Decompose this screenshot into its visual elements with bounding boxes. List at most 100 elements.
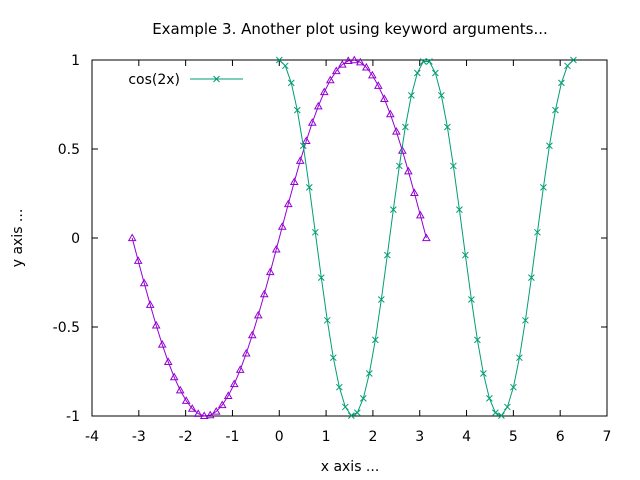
x-tick-label: 3	[415, 429, 424, 445]
y-tick-label: 0	[71, 231, 80, 247]
data-point	[558, 79, 565, 87]
data-point	[289, 177, 299, 186]
data-point	[217, 400, 227, 409]
data-point	[265, 267, 275, 276]
data-point	[379, 94, 389, 102]
data-point	[275, 56, 283, 64]
series-0	[127, 55, 431, 420]
data-point	[169, 372, 179, 381]
data-point	[510, 383, 517, 391]
data-point	[383, 251, 391, 259]
data-point	[498, 412, 505, 419]
data-point	[157, 339, 167, 348]
data-point	[468, 296, 475, 303]
data-point	[341, 403, 349, 411]
x-tick-label: 0	[275, 429, 284, 445]
data-point	[313, 101, 323, 110]
legend-label: cos(2x)	[128, 72, 180, 88]
data-point	[373, 81, 383, 89]
data-point	[397, 146, 407, 154]
x-tick-label: -1	[225, 429, 239, 445]
data-point	[187, 404, 197, 412]
data-point	[353, 409, 361, 417]
data-point	[229, 379, 239, 388]
data-point	[305, 184, 313, 191]
data-point	[415, 210, 425, 219]
data-point	[492, 409, 499, 417]
data-point	[325, 75, 335, 84]
data-point	[181, 396, 191, 404]
x-tick-label: 4	[462, 429, 471, 445]
data-point	[456, 206, 463, 213]
data-point	[426, 58, 433, 65]
data-point	[361, 62, 371, 71]
data-point	[546, 142, 553, 150]
data-point	[163, 357, 173, 365]
data-point	[480, 370, 487, 377]
data-point	[329, 354, 337, 362]
data-point	[347, 412, 355, 419]
data-point	[438, 91, 445, 99]
data-point	[253, 310, 263, 319]
data-point	[420, 58, 427, 65]
series-1	[275, 56, 577, 419]
data-point	[395, 162, 403, 170]
data-point	[301, 136, 311, 145]
data-point	[377, 296, 385, 303]
x-tick-label: 2	[368, 429, 377, 445]
y-tick-label: -0.5	[53, 320, 80, 336]
data-point	[534, 228, 541, 236]
data-point	[474, 336, 481, 344]
legend-marker	[213, 75, 220, 83]
data-point	[367, 70, 377, 79]
data-point	[307, 118, 317, 126]
data-point	[349, 55, 359, 64]
plot-frame	[91, 59, 608, 417]
legend: cos(2x)	[128, 72, 243, 88]
data-point	[259, 289, 269, 298]
data-point	[277, 222, 287, 230]
axis-ticks: -4 -3 -2 -1 0 1 2 3 4 5 6 7 1 0.5 0 -0.5 -1	[53, 53, 612, 445]
data-point	[401, 123, 409, 131]
x-tick-label: -4	[85, 429, 99, 445]
data-point	[193, 409, 203, 417]
data-point	[317, 274, 325, 281]
data-point	[151, 320, 161, 329]
data-point	[331, 66, 341, 75]
x-tick-label: -2	[179, 429, 193, 445]
data-point	[247, 330, 257, 339]
data-point	[319, 87, 329, 96]
chart-title: Example 3. Another plot using keyword ar…	[152, 20, 548, 38]
data-point	[371, 336, 379, 344]
data-point	[504, 403, 511, 411]
data-point	[311, 228, 319, 236]
data-point	[335, 383, 343, 391]
data-point	[241, 348, 251, 357]
data-point	[337, 59, 347, 68]
series-line	[278, 59, 574, 417]
data-point	[223, 391, 233, 399]
data-point	[409, 188, 419, 196]
data-point	[287, 79, 295, 87]
x-tick-label: 5	[509, 429, 518, 445]
data-point	[355, 57, 365, 66]
data-point	[391, 127, 401, 135]
data-point	[293, 106, 301, 114]
x-tick-label: 1	[322, 429, 331, 445]
x-tick-label: 6	[556, 429, 565, 445]
data-point	[516, 354, 523, 362]
data-point	[299, 142, 307, 150]
data-point	[283, 199, 293, 208]
data-point	[528, 274, 535, 281]
data-point	[421, 233, 431, 242]
data-point	[323, 316, 331, 324]
data-point	[540, 184, 547, 191]
y-tick-label: 1	[71, 53, 80, 69]
y-axis-label: y axis ...	[10, 209, 26, 268]
y-tick-label: 0.5	[58, 142, 80, 158]
data-point	[389, 206, 397, 213]
data-point	[407, 91, 415, 99]
data-point	[235, 365, 245, 373]
data-point	[385, 109, 395, 118]
